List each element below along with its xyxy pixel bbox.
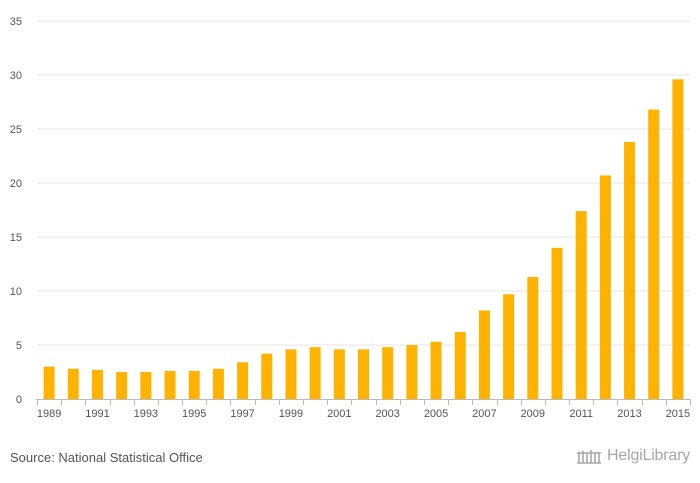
- bar-2002[interactable]: [358, 349, 369, 399]
- bar-2007[interactable]: [478, 310, 490, 399]
- x-tick-label: 2003: [375, 408, 399, 420]
- x-tick-label: 1991: [85, 408, 109, 420]
- x-tick-label: 2011: [569, 408, 593, 420]
- bar-2000[interactable]: [309, 347, 321, 399]
- bar-2006[interactable]: [454, 332, 466, 399]
- bar-1997[interactable]: [237, 362, 249, 399]
- source-note: Source: National Statistical Office: [10, 450, 203, 465]
- y-tick-label: 0: [16, 394, 22, 406]
- bar-2003[interactable]: [382, 347, 394, 399]
- bar-2014[interactable]: [648, 109, 660, 399]
- y-tick-label: 20: [10, 178, 22, 190]
- bar-chart: 0 5 10 15 20 25 30 35 1989 1991 1993 1995 1997 1999 2…: [10, 16, 691, 420]
- bar-2012[interactable]: [599, 175, 611, 399]
- x-tick-label: 2001: [327, 408, 351, 420]
- x-tick-label: 2009: [521, 408, 545, 420]
- helgi-library-logo-icon: [577, 450, 602, 464]
- bar-1994[interactable]: [164, 370, 176, 399]
- grid-lines: [37, 20, 690, 346]
- helgi-library-logo[interactable]: HelgiLibrary: [576, 447, 690, 465]
- y-tick-label: 35: [10, 16, 22, 28]
- bar-2001[interactable]: [333, 349, 345, 399]
- x-tick-label: 1995: [182, 408, 206, 420]
- logo-text: HelgiLibrary: [607, 447, 690, 464]
- x-tick-label: 1993: [134, 408, 158, 420]
- y-tick-label: 25: [10, 124, 22, 136]
- x-tick-label: 1999: [279, 408, 303, 420]
- bar-2005[interactable]: [430, 341, 442, 399]
- bar-1989[interactable]: [43, 366, 55, 399]
- x-tick-label: 2007: [472, 408, 496, 420]
- bar-2008[interactable]: [503, 294, 515, 399]
- x-axis: 1989 1991 1993 1995 1997 1999 2001 2003 2005 2007…: [36, 399, 691, 420]
- bar-1995[interactable]: [188, 370, 200, 399]
- x-tick-label: 2005: [424, 408, 448, 420]
- bar-1996[interactable]: [212, 368, 224, 399]
- x-tick-label: 2013: [617, 408, 641, 420]
- bars: [43, 79, 684, 399]
- bar-2015[interactable]: [672, 79, 684, 399]
- y-tick-label: 30: [10, 70, 22, 82]
- bar-1999[interactable]: [285, 349, 297, 399]
- bar-2004[interactable]: [406, 345, 418, 399]
- bar-1993[interactable]: [140, 372, 152, 399]
- bar-2013[interactable]: [624, 141, 636, 399]
- bar-1998[interactable]: [261, 353, 273, 399]
- bar-2010[interactable]: [551, 247, 563, 399]
- bar-1990[interactable]: [67, 368, 79, 399]
- bar-2009[interactable]: [527, 276, 539, 399]
- x-tick-label: 1997: [230, 408, 254, 420]
- x-tick-label: 2015: [666, 408, 690, 420]
- y-tick-label: 15: [10, 232, 22, 244]
- x-tick-label: 1989: [37, 408, 61, 420]
- y-tick-label: 10: [10, 286, 22, 298]
- bar-1992[interactable]: [116, 372, 128, 399]
- y-axis: 0 5 10 15 20 25 30 35: [10, 16, 22, 406]
- bar-1991[interactable]: [91, 369, 103, 399]
- bar-2011[interactable]: [575, 211, 587, 399]
- y-tick-label: 5: [16, 340, 22, 352]
